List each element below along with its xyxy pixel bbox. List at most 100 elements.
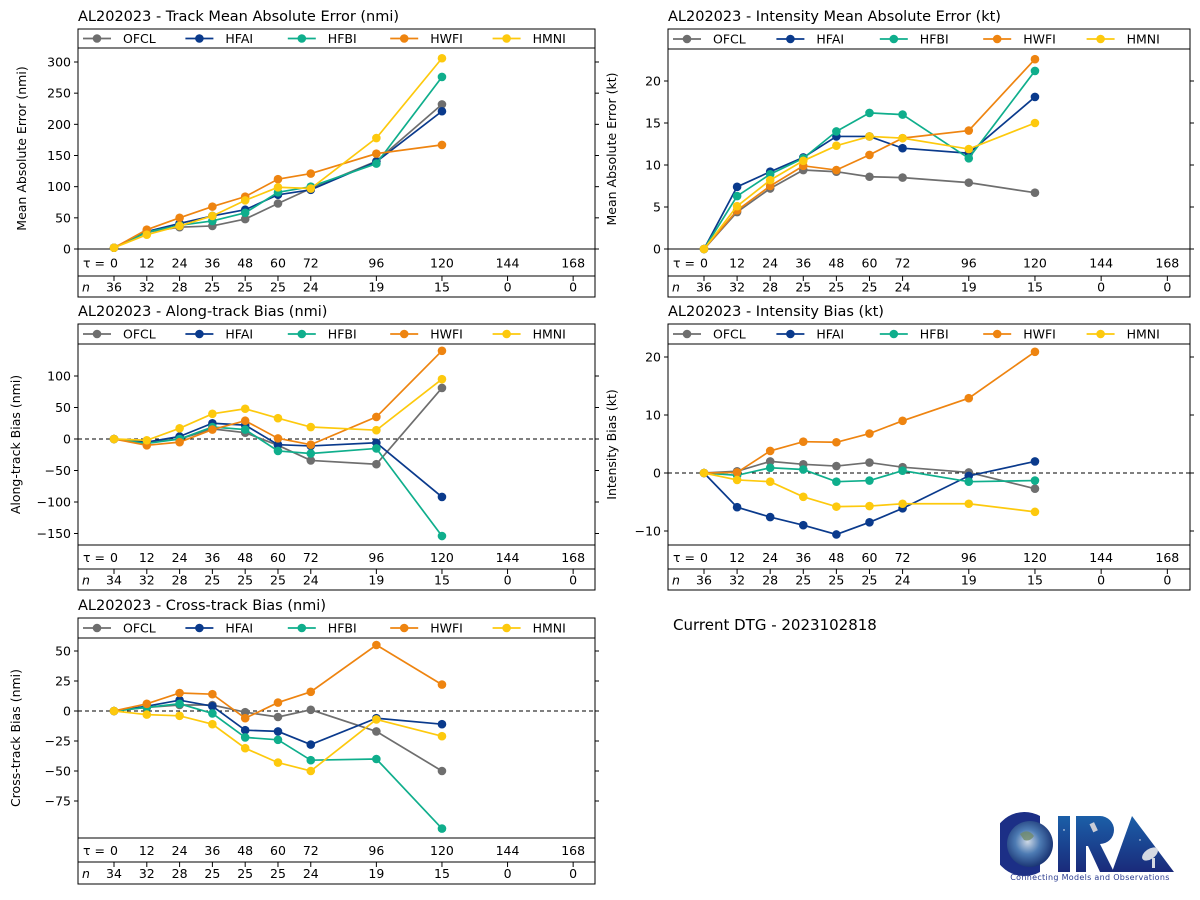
legend-item-hfbi: HFBI — [879, 32, 949, 47]
data-point-hwfi — [208, 689, 217, 699]
y-tick-label: −50 — [45, 764, 71, 779]
legend-label: OFCL — [123, 621, 156, 636]
x-tick-label: 60 — [862, 256, 878, 271]
y-tick-label: −10 — [635, 524, 661, 539]
chart-along-track-bias: AL202023 - Along-track Bias (nmi) −150 −10… — [8, 304, 599, 591]
n-count-label: 25 — [795, 573, 811, 588]
data-point-hmni — [964, 499, 974, 509]
data-point-hmni — [208, 211, 217, 221]
y-tick-label: 50 — [55, 210, 71, 225]
n-count-label: 25 — [270, 866, 286, 881]
data-point-hfai — [898, 143, 907, 153]
legend-label: OFCL — [713, 327, 746, 342]
cira-logo — [1000, 812, 1174, 876]
y-tick-label: 20 — [645, 74, 661, 89]
y-tick-label: 200 — [47, 117, 71, 132]
data-point-hmni — [437, 53, 447, 63]
data-point-hmni — [240, 196, 250, 205]
chart-title: AL202023 - Intensity Mean Absolute Error… — [668, 9, 1001, 25]
x-tick-label: 144 — [1089, 550, 1113, 565]
legend-marker-swatch — [992, 34, 1002, 44]
legend-label: OFCL — [713, 32, 746, 47]
chart-intensity-bias: AL202023 - Intensity Bias (kt) −10 0 10 20 In… — [604, 304, 1194, 591]
chart-cross-track-bias: AL202023 - Cross-track Bias (nmi) −75 −50 −… — [8, 598, 599, 885]
x-tick-label: 168 — [561, 843, 585, 858]
y-tick-label: 50 — [55, 400, 71, 415]
chart-title: AL202023 - Along-track Bias (nmi) — [78, 304, 327, 320]
chart-title: AL202023 - Track Mean Absolute Error (nm… — [78, 9, 399, 25]
legend-item-hfbi: HFBI — [879, 327, 949, 342]
legend-label: HMNI — [1127, 327, 1160, 342]
n-count-label: 24 — [303, 866, 319, 881]
legend-label: HMNI — [1127, 32, 1160, 47]
data-point-hfai — [306, 740, 316, 749]
data-point-hwfi — [437, 346, 447, 356]
data-point-hwfi — [832, 437, 841, 447]
x-tick-label: 24 — [172, 256, 188, 271]
series-line-ofcl — [703, 169, 1036, 250]
x-tick-label: 96 — [368, 256, 384, 271]
data-point-hfbi — [175, 699, 184, 709]
legend-item-hfai: HFAI — [776, 32, 844, 47]
data-point-hmni — [142, 435, 152, 445]
data-point-hwfi — [732, 468, 742, 477]
series-hmni — [109, 706, 447, 776]
x-tick-label: 24 — [172, 843, 188, 858]
x-tick-label: 72 — [303, 550, 319, 565]
n-count-label: 0 — [569, 280, 577, 295]
legend-item-hmni: HMNI — [492, 327, 566, 342]
data-point-hwfi — [898, 416, 907, 426]
series-line-hmni — [113, 378, 443, 442]
data-point-hmni — [865, 132, 874, 141]
data-point-hwfi — [832, 165, 841, 175]
data-point-ofcl — [964, 178, 974, 187]
data-point-hwfi — [437, 680, 447, 689]
chart-track-mae: AL202023 - Track Mean Absolute Error (nm… — [14, 9, 599, 298]
data-point-hfbi — [1030, 476, 1040, 485]
data-point-hfbi — [865, 108, 874, 118]
y-tick-label: 20 — [645, 350, 661, 365]
x-tick-label: 96 — [961, 256, 977, 271]
legend-marker-swatch — [399, 329, 409, 339]
tau-label: τ = — [673, 550, 695, 565]
n-count-label: 0 — [504, 573, 512, 588]
logo-satellite-dish-icon — [1142, 847, 1158, 861]
legend-item-hfai: HFAI — [185, 327, 253, 342]
data-point-hwfi — [273, 174, 283, 184]
data-point-ofcl — [1030, 484, 1040, 493]
n-count-label: 28 — [172, 866, 188, 881]
x-tick-label: 168 — [561, 256, 585, 271]
data-point-hwfi — [208, 202, 217, 211]
data-point-hmni — [240, 743, 250, 753]
data-point-hwfi — [798, 437, 808, 446]
n-count-label: 24 — [895, 573, 911, 588]
legend-item-hmni: HMNI — [1086, 327, 1160, 342]
y-tick-label: 250 — [47, 86, 71, 101]
data-point-hfbi — [372, 159, 381, 168]
data-point-hmni — [732, 475, 742, 485]
series-line-hmni — [113, 57, 443, 249]
x-tick-label: 12 — [139, 550, 155, 565]
n-count-label: 25 — [204, 866, 220, 881]
n-count-label: 15 — [1027, 573, 1043, 588]
y-tick-label: 50 — [55, 644, 71, 659]
legend-item-hwfi: HWFI — [390, 327, 463, 342]
logo-letter-r — [1076, 816, 1114, 872]
series-line-hwfi — [113, 643, 443, 720]
tau-label: τ = — [83, 256, 105, 271]
data-point-hfbi — [832, 127, 841, 136]
n-count-label: 25 — [237, 866, 253, 881]
n-count-label: 0 — [1163, 573, 1171, 588]
n-count-label: 36 — [696, 280, 712, 295]
n-count-label: 25 — [204, 573, 220, 588]
legend-label: HFAI — [816, 32, 844, 47]
n-count-label: 25 — [795, 280, 811, 295]
data-point-ofcl — [306, 705, 316, 715]
data-point-hfbi — [732, 191, 742, 201]
n-label: n — [82, 866, 90, 881]
legend-item-hwfi: HWFI — [983, 327, 1056, 342]
chart-title: AL202023 - Intensity Bias (kt) — [668, 304, 884, 320]
data-point-hfai — [437, 492, 447, 502]
n-count-label: 25 — [204, 280, 220, 295]
data-point-hwfi — [865, 150, 874, 160]
